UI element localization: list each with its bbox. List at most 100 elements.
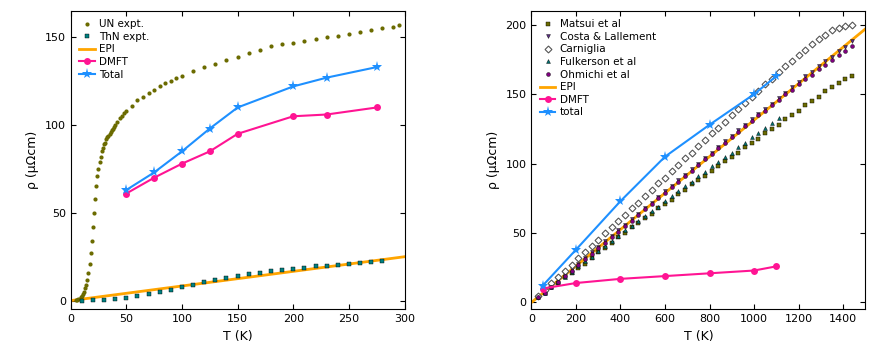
Ohmichi et al [667, 185, 677, 189]
Costa & Lallement [566, 267, 577, 271]
Matsui et al [740, 145, 751, 149]
Matsui et al [760, 131, 771, 135]
Carniglia [740, 100, 751, 105]
Costa & Lallement [560, 273, 570, 277]
Matsui et al [613, 235, 623, 240]
Fulkerson et al [613, 234, 623, 238]
UN expt. [355, 30, 366, 34]
Matsui et al [646, 211, 657, 216]
Carniglia [633, 200, 644, 205]
Fulkerson et al [620, 228, 630, 233]
total [570, 248, 581, 252]
Costa & Lallement [813, 64, 824, 69]
Carniglia [639, 193, 650, 198]
DMFT [537, 286, 547, 291]
Matsui et al [553, 281, 563, 285]
Carniglia [653, 181, 664, 185]
Fulkerson et al [532, 295, 543, 299]
DMFT [705, 271, 715, 276]
Ohmichi et al [834, 53, 844, 58]
Carniglia [793, 53, 804, 58]
Carniglia [532, 293, 543, 298]
Costa & Lallement [840, 45, 850, 49]
Carniglia [547, 281, 557, 285]
Carniglia [693, 143, 704, 148]
DMFT [570, 281, 581, 285]
ThN expt. [355, 261, 366, 265]
Costa & Lallement [673, 178, 683, 182]
Matsui et al [693, 178, 704, 182]
Ohmichi et al [813, 67, 824, 71]
UN expt. [73, 297, 84, 301]
Fulkerson et al [540, 290, 550, 295]
Line: Fulkerson et al: Fulkerson et al [536, 116, 781, 299]
Total [205, 126, 215, 131]
Carniglia [613, 218, 623, 223]
Ohmichi et al [713, 146, 724, 151]
Costa & Lallement [774, 96, 784, 100]
Costa & Lallement [766, 102, 777, 106]
Costa & Lallement [727, 134, 737, 138]
Costa & Lallement [793, 80, 804, 84]
DMFT [177, 162, 187, 166]
Costa & Lallement [547, 284, 557, 288]
Ohmichi et al [793, 82, 804, 87]
Ohmichi et al [673, 179, 683, 184]
Fulkerson et al [740, 141, 751, 145]
ThN expt. [87, 298, 98, 302]
Ohmichi et al [680, 174, 691, 178]
Matsui et al [847, 74, 857, 78]
Carniglia [774, 70, 784, 74]
Costa & Lallement [573, 261, 584, 266]
Matsui et al [626, 225, 637, 230]
Fulkerson et al [560, 275, 570, 280]
Costa & Lallement [847, 39, 857, 44]
Fulkerson et al [766, 121, 777, 126]
Fulkerson et al [680, 184, 691, 188]
ThN expt. [99, 298, 109, 302]
Matsui et al [787, 113, 797, 117]
UN expt. [394, 23, 404, 27]
Costa & Lallement [746, 117, 757, 121]
Matsui et al [586, 256, 597, 260]
Matsui et al [706, 169, 717, 173]
Carniglia [826, 28, 837, 32]
Matsui et al [733, 150, 743, 155]
ThN expt. [333, 262, 343, 267]
Fulkerson et al [653, 205, 664, 209]
total [771, 74, 781, 78]
Costa & Lallement [706, 150, 717, 155]
DMFT [615, 277, 626, 281]
Costa & Lallement [600, 239, 610, 244]
Line: ThN expt.: ThN expt. [79, 259, 384, 302]
Costa & Lallement [720, 139, 730, 144]
Matsui et al [680, 188, 691, 192]
Fulkerson et al [753, 131, 764, 135]
Matsui et al [573, 266, 584, 270]
Fulkerson et al [579, 259, 590, 263]
Costa & Lallement [607, 234, 617, 238]
Matsui et al [607, 241, 617, 245]
Carniglia [733, 107, 743, 112]
Fulkerson et al [746, 135, 757, 139]
Costa & Lallement [733, 128, 743, 132]
Fulkerson et al [706, 164, 717, 169]
DMFT [232, 132, 243, 136]
Fulkerson et al [667, 193, 677, 198]
Ohmichi et al [787, 88, 797, 92]
Line: Total: Total [121, 62, 382, 195]
Matsui et al [560, 275, 570, 280]
Matsui et al [686, 182, 697, 187]
Matsui et al [813, 95, 824, 99]
Costa & Lallement [834, 49, 844, 54]
Costa & Lallement [780, 91, 790, 95]
Costa & Lallement [699, 156, 710, 160]
ThN expt. [188, 282, 199, 287]
Matsui et al [806, 99, 817, 103]
Ohmichi et al [613, 229, 623, 234]
Ohmichi et al [847, 43, 857, 48]
Carniglia [673, 163, 683, 167]
Total [121, 188, 132, 192]
Carniglia [720, 120, 730, 124]
Total [177, 149, 187, 154]
